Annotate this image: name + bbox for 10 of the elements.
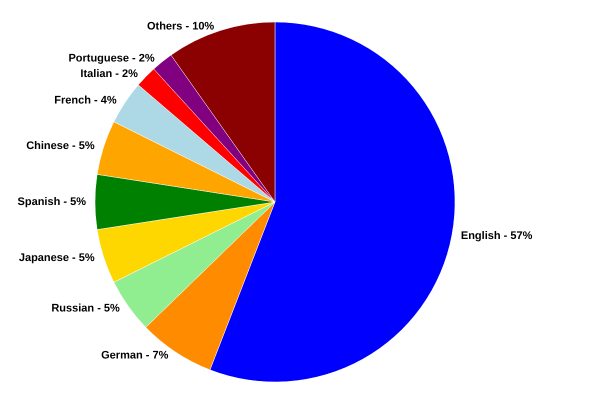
slice-label: Portuguese - 2% (68, 52, 155, 65)
slice-label: Chinese - 5% (26, 140, 95, 152)
slice-label: Italian - 2% (80, 68, 138, 80)
slice-label: Russian - 5% (51, 302, 120, 314)
slice-label: Spanish - 5% (18, 196, 86, 208)
slice-label: French - 4% (54, 94, 117, 106)
slice-label: Others - 10% (146, 20, 214, 33)
slice-label: Japanese - 5% (18, 252, 95, 264)
slice-label: English - 57% (460, 230, 533, 242)
slice-label: German - 7% (101, 349, 169, 362)
